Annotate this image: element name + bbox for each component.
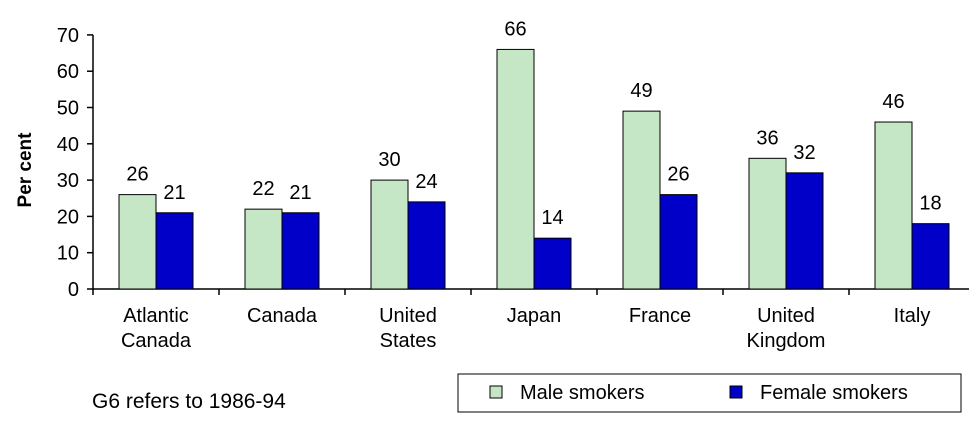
y-tick-label: 30 <box>57 170 79 192</box>
x-tick-label: United <box>379 305 437 327</box>
data-label: 21 <box>289 182 311 204</box>
data-label: 26 <box>126 164 148 186</box>
data-label: 66 <box>504 18 526 40</box>
bar-female <box>407 201 446 290</box>
data-label: 26 <box>667 164 689 186</box>
y-tick-label: 20 <box>57 206 79 228</box>
bar-male <box>370 179 409 290</box>
bars <box>118 48 950 290</box>
x-tick-labels: Atlantic Canada Canada United States Japan Fra… <box>121 305 930 352</box>
y-axis-title-group: Per cent <box>15 132 36 208</box>
y-tick-label: 70 <box>57 25 79 47</box>
data-label: 21 <box>163 182 185 204</box>
x-tick-label: Atlantic <box>123 305 189 327</box>
data-label: 46 <box>882 91 904 113</box>
legend: Male smokers Female smokers <box>457 373 962 413</box>
bar-male <box>622 110 661 290</box>
y-axis-title: Per cent <box>15 132 36 208</box>
legend-label-male: Male smokers <box>520 382 644 404</box>
y-tick-label: 50 <box>57 98 79 120</box>
data-label: 32 <box>793 142 815 164</box>
data-label: 14 <box>541 207 563 229</box>
data-label: 24 <box>415 171 437 193</box>
bar-female <box>281 212 320 290</box>
data-label: 36 <box>756 127 778 149</box>
legend-swatch-male <box>489 385 503 399</box>
data-label: 30 <box>378 149 400 171</box>
bar-male <box>244 208 283 290</box>
footnote: G6 refers to 1986-94 <box>92 390 286 413</box>
x-tick-label: Canada <box>247 305 318 327</box>
data-labels: 26 22 30 66 49 36 46 21 21 24 14 26 32 18 <box>126 18 941 229</box>
bar-male <box>748 157 787 290</box>
y-tick-label: 0 <box>68 279 79 301</box>
x-tick-label: Italy <box>894 305 931 327</box>
data-label: 18 <box>919 193 941 215</box>
legend-box <box>457 373 962 413</box>
y-tick-label: 60 <box>57 61 79 83</box>
bar-female <box>911 223 950 290</box>
y-tick-label: 40 <box>57 134 79 156</box>
bar-female <box>659 194 698 290</box>
data-label: 22 <box>252 178 274 200</box>
legend-label-female: Female smokers <box>760 382 908 404</box>
bar-female <box>155 212 194 290</box>
bar-male <box>118 194 157 290</box>
y-axis: 0 10 20 30 40 50 60 70 <box>57 25 94 301</box>
x-tick-label: Kingdom <box>747 330 826 352</box>
y-tick-label: 10 <box>57 243 79 265</box>
x-axis <box>92 288 969 295</box>
bar-female <box>533 237 572 290</box>
legend-swatch-female <box>729 385 743 399</box>
bar-male <box>874 121 913 290</box>
x-tick-label: States <box>380 330 437 352</box>
x-tick-label: Japan <box>507 305 562 327</box>
x-tick-label: France <box>629 305 691 327</box>
x-tick-label: United <box>757 305 815 327</box>
x-tick-label: Canada <box>121 330 192 352</box>
bar-female <box>785 172 824 290</box>
data-label: 49 <box>630 80 652 102</box>
bar-male <box>496 48 535 290</box>
